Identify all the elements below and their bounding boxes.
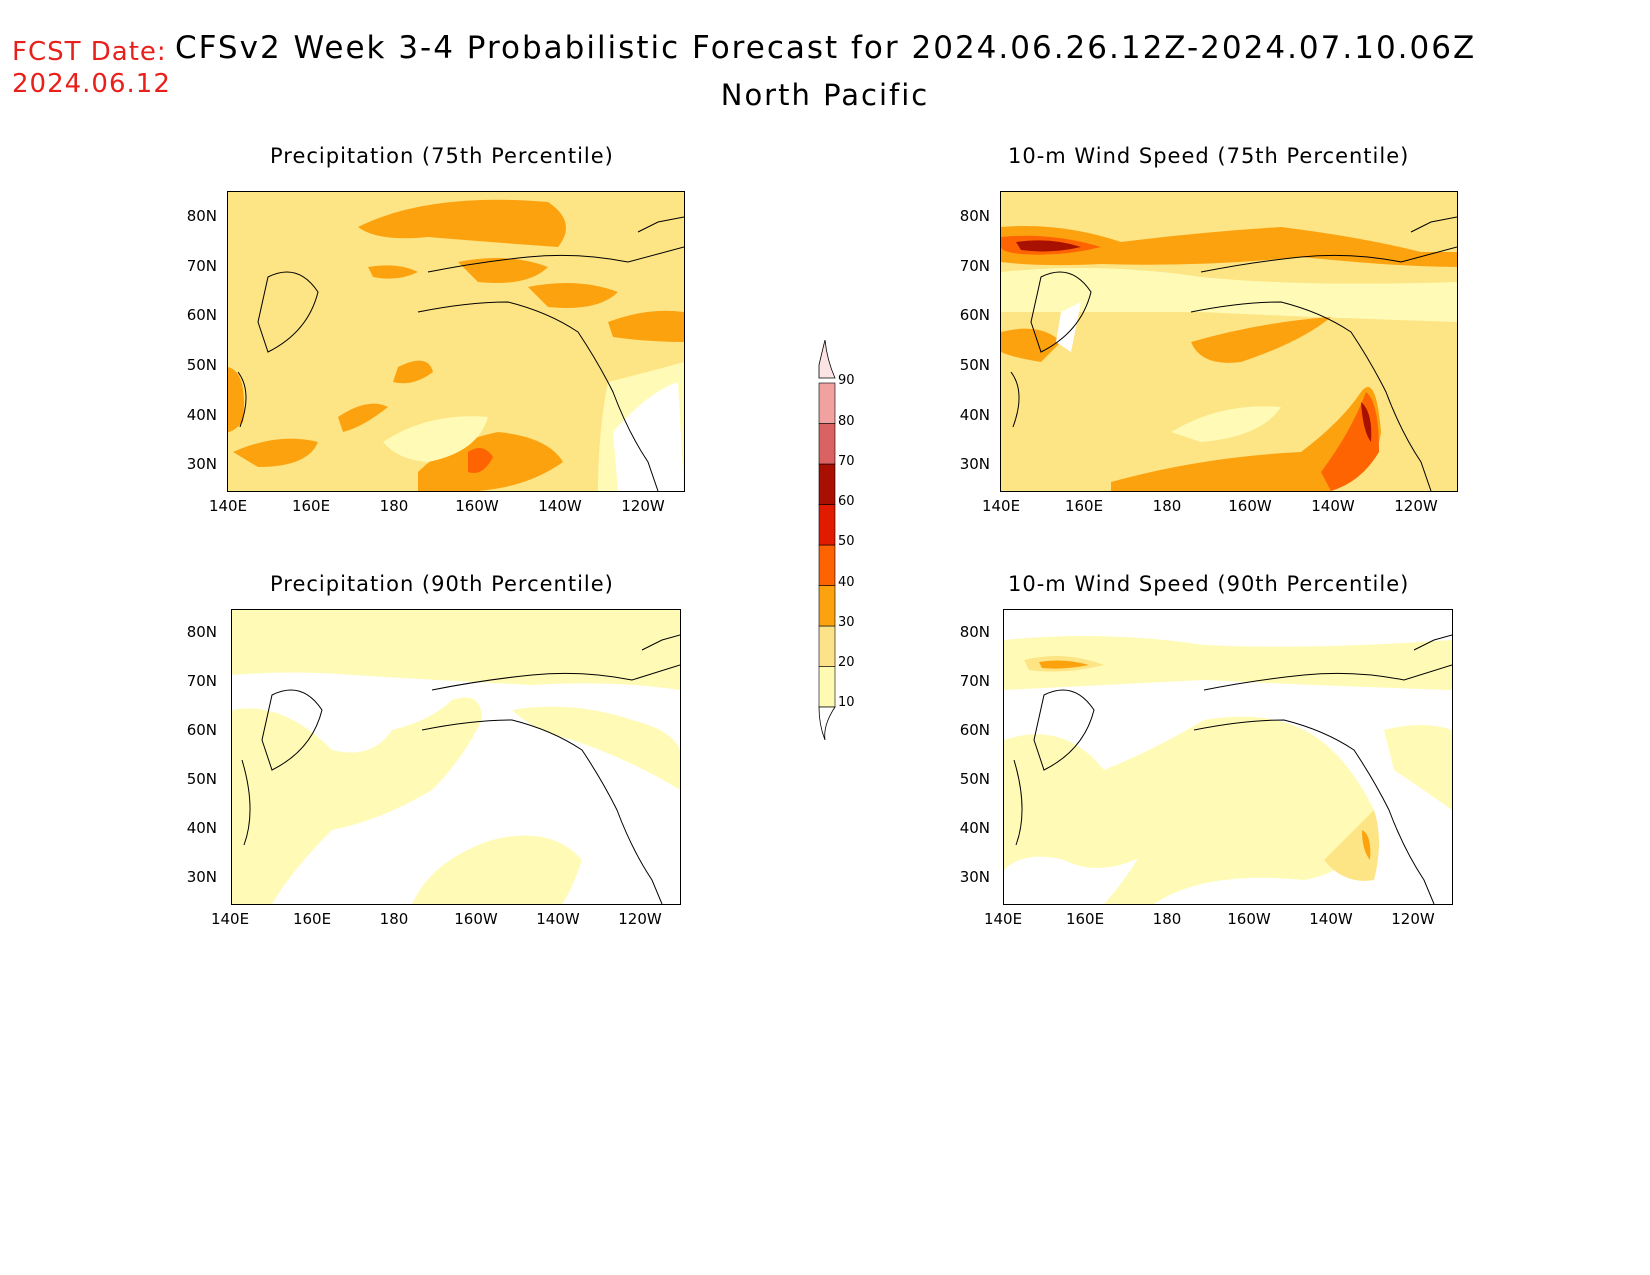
lon-label: 160E — [1064, 497, 1104, 515]
lon-label: 160W — [1228, 497, 1272, 515]
region-subtitle: North Pacific — [720, 78, 930, 112]
lat-label: 30N — [959, 868, 990, 886]
lat-label: 70N — [186, 257, 217, 275]
lat-label: 60N — [186, 721, 217, 739]
colorbar-label: 90 — [838, 373, 855, 388]
lon-label: 140W — [538, 497, 582, 515]
panel-title: 10-m Wind Speed (75th Percentile) — [1008, 144, 1410, 168]
map-wind-75 — [1000, 191, 1458, 492]
lat-label: 60N — [186, 306, 217, 324]
lat-label: 50N — [186, 356, 217, 374]
lat-label: 70N — [186, 672, 217, 690]
lon-label: 140E — [208, 497, 248, 515]
colorbar-label: 10 — [838, 695, 855, 710]
forecast-date-label: FCST Date: — [12, 37, 167, 67]
lon-label: 180 — [1152, 497, 1182, 515]
forecast-date-value: 2024.06.12 — [12, 69, 171, 99]
lon-label: 140W — [1309, 910, 1353, 928]
lon-label: 160E — [292, 910, 332, 928]
lon-label: 140W — [1311, 497, 1355, 515]
lon-label: 140E — [981, 497, 1021, 515]
lon-label: 180 — [1152, 910, 1182, 928]
colorbar-swatch — [818, 382, 836, 424]
lon-label: 120W — [618, 910, 662, 928]
lon-label: 160W — [454, 910, 498, 928]
colorbar-label: 40 — [838, 575, 855, 590]
colorbar-label: 80 — [838, 414, 855, 429]
lat-label: 50N — [959, 770, 990, 788]
map-precip-90 — [231, 609, 681, 905]
lat-label: 80N — [186, 207, 217, 225]
lat-label: 40N — [186, 819, 217, 837]
lat-label: 80N — [186, 623, 217, 641]
lon-label: 120W — [1391, 910, 1435, 928]
colorbar-label: 70 — [838, 454, 855, 469]
lat-label: 60N — [959, 306, 990, 324]
lat-label: 30N — [186, 868, 217, 886]
panel-title: Precipitation (75th Percentile) — [270, 144, 614, 168]
lat-label: 40N — [959, 819, 990, 837]
colorbar-swatch — [818, 504, 836, 546]
lon-label: 140E — [210, 910, 250, 928]
lon-label: 140E — [983, 910, 1023, 928]
lat-label: 30N — [186, 455, 217, 473]
colorbar-swatch — [818, 585, 836, 627]
lat-label: 60N — [959, 721, 990, 739]
colorbar-swatches — [818, 340, 836, 740]
lon-label: 160E — [291, 497, 331, 515]
forecast-date-block: FCST Date: 2024.06.12 — [12, 36, 171, 100]
lon-label: 120W — [1394, 497, 1438, 515]
panel-title: 10-m Wind Speed (90th Percentile) — [1008, 572, 1410, 596]
lat-label: 50N — [959, 356, 990, 374]
lat-label: 30N — [959, 455, 990, 473]
colorbar-swatch — [818, 544, 836, 586]
lon-label: 180 — [379, 910, 409, 928]
lon-label: 160W — [1227, 910, 1271, 928]
lat-label: 40N — [186, 406, 217, 424]
lon-label: 160W — [455, 497, 499, 515]
lat-label: 70N — [959, 672, 990, 690]
lon-label: 120W — [621, 497, 665, 515]
map-wind-90 — [1003, 609, 1453, 905]
lon-label: 180 — [379, 497, 409, 515]
lon-label: 140W — [536, 910, 580, 928]
lat-label: 80N — [959, 207, 990, 225]
colorbar-label: 20 — [838, 655, 855, 670]
lat-label: 50N — [186, 770, 217, 788]
page-title: CFSv2 Week 3-4 Probabilistic Forecast fo… — [175, 30, 1477, 66]
lat-label: 70N — [959, 257, 990, 275]
panel-title: Precipitation (90th Percentile) — [270, 572, 614, 596]
colorbar-label: 50 — [838, 534, 855, 549]
lat-label: 80N — [959, 623, 990, 641]
colorbar-label: 30 — [838, 615, 855, 630]
colorbar-swatch — [818, 666, 836, 708]
colorbar-swatch — [818, 423, 836, 465]
colorbar-label: 60 — [838, 494, 855, 509]
colorbar-swatch — [818, 463, 836, 505]
lon-label: 160E — [1065, 910, 1105, 928]
lat-label: 40N — [959, 406, 990, 424]
map-precip-75 — [227, 191, 685, 492]
colorbar-swatch — [818, 625, 836, 667]
